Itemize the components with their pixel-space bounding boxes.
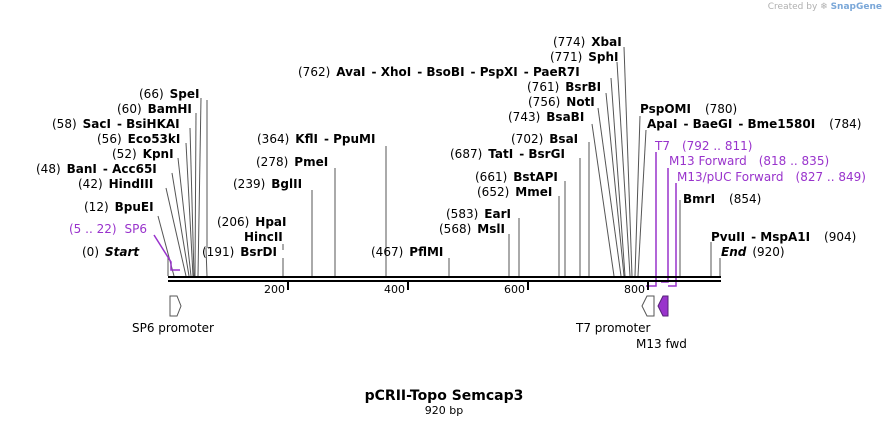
snapgene-watermark: Created by ❄ SnapGene [768, 2, 882, 12]
site-label[interactable]: (56) Eco53kI [97, 132, 180, 146]
site-label[interactable]: (568) MslI [439, 222, 505, 236]
site-label[interactable]: (652) MmeI [477, 185, 552, 199]
leader-bsabi [591, 123, 615, 277]
ruler-ticks [287, 282, 649, 290]
ruler-labels: 200 400 600 800 [264, 283, 645, 296]
primer-label-t7[interactable]: T7 (792 .. 811) [654, 139, 752, 153]
m13-puc-forward-bracket [668, 183, 677, 287]
site-label[interactable]: (12) BpuEI [84, 200, 154, 214]
tick-label-600: 600 [504, 283, 525, 296]
site-label[interactable]: PvuII - MspA1I (904) [711, 230, 856, 244]
leader-bsrbi [605, 92, 625, 277]
primer-labels: (5 .. 22) SP6 T7 (792 .. 811) M13 Forward(… [69, 139, 866, 236]
site-label[interactable]: (762) AvaI - XhoI - BsoBI - PspXI - PaeR7I [298, 65, 580, 79]
site-label[interactable]: (743) BsaBI [508, 110, 584, 124]
m13-forward-bracket [661, 168, 669, 283]
site-label[interactable]: PspOMI (780) [640, 102, 737, 116]
leader-kpni [177, 157, 192, 277]
site-label[interactable]: HincII [244, 230, 283, 244]
site-label[interactable]: (467) PflMI [371, 245, 443, 259]
site-label[interactable]: (756) NotI [528, 95, 595, 109]
site-labels: (0) Start End (920) (12) BpuEI (42) HindIII … [36, 35, 861, 259]
site-label[interactable]: End (920) [721, 245, 785, 259]
site-label[interactable]: (278) PmeI [256, 155, 328, 169]
leader-pspomi [634, 115, 641, 277]
leader-apai [637, 129, 647, 277]
feature-label-sp6-promoter: SP6 promoter [132, 321, 214, 335]
tick-label-400: 400 [384, 283, 405, 296]
leader-saci [189, 127, 195, 277]
site-label[interactable]: (191) BsrDI [202, 245, 277, 259]
site-label[interactable]: (206) HpaI [217, 215, 286, 229]
site-label[interactable]: (48) BanI - Acc65I [36, 162, 157, 176]
site-label[interactable]: (771) SphI [550, 50, 619, 64]
leader-eco53ki [185, 142, 194, 277]
features [169, 295, 669, 317]
site-label[interactable]: (66) SpeI [139, 87, 199, 101]
leader-avai [610, 77, 626, 277]
site-label[interactable]: (58) SacI - BsiHKAI [52, 117, 180, 131]
primer-label-m13-forward[interactable]: M13 Forward (818 .. 835) [669, 154, 829, 168]
snapgene-logo-icon: ❄ [820, 2, 828, 12]
site-label[interactable]: (42) HindIII [78, 177, 153, 191]
t7-promoter-arrow[interactable] [641, 295, 655, 317]
leader-noti [597, 107, 622, 277]
leader-bamhi [194, 112, 197, 277]
site-label[interactable]: (661) BstAPI [475, 170, 558, 184]
map-length: 920 bp [425, 404, 463, 417]
leader-sphi [616, 61, 631, 277]
site-label[interactable]: (774) XbaI [553, 35, 622, 49]
sp6-promoter-arrow[interactable] [169, 295, 182, 317]
leader-lines [157, 46, 721, 277]
leader-bsrdi [205, 247, 208, 277]
site-label[interactable]: (0) Start [82, 245, 140, 259]
site-label[interactable]: BmrI (854) [683, 192, 761, 206]
leader-hindiii [165, 187, 187, 277]
feature-label-t7-promoter: T7 promoter [575, 321, 651, 335]
map-title: pCRII-Topo Semcap3 [365, 388, 524, 404]
site-label[interactable]: (702) BsaI [511, 132, 578, 146]
feature-label-m13-fwd: M13 fwd [636, 337, 687, 351]
sp6-primer-bracket [153, 234, 180, 271]
site-label[interactable]: ApaI - BaeGI - Bme1580I (784) [647, 117, 861, 131]
feature-labels: SP6 promoter T7 promoter M13 fwd [132, 321, 687, 351]
sequence-backbone [168, 276, 721, 282]
site-label[interactable]: (239) BglII [233, 177, 302, 191]
tick-label-800: 800 [624, 283, 645, 296]
leader-bani [171, 172, 190, 277]
tick-label-200: 200 [264, 283, 285, 296]
site-label[interactable]: (687) TatI - BsrGI [450, 147, 565, 161]
primer-label-m13-puc-forward[interactable]: M13/pUC Forward (827 .. 849) [677, 170, 866, 184]
watermark-brand: SnapGene [830, 2, 882, 12]
site-label[interactable]: (761) BsrBI [527, 80, 601, 94]
site-label[interactable]: (60) BamHI [117, 102, 192, 116]
leader-xbai [623, 46, 633, 277]
site-label[interactable]: (583) EarI [446, 207, 511, 221]
t7-primer-bracket [646, 152, 657, 287]
m13-fwd-arrow[interactable] [657, 295, 669, 317]
primer-label-sp6[interactable]: (5 .. 22) SP6 [69, 222, 147, 236]
site-label[interactable]: (52) KpnI [112, 147, 174, 161]
site-label[interactable]: (364) KflI - PpuMI [257, 132, 375, 146]
watermark-prefix: Created by [767, 2, 818, 12]
leader-spei [197, 97, 202, 277]
